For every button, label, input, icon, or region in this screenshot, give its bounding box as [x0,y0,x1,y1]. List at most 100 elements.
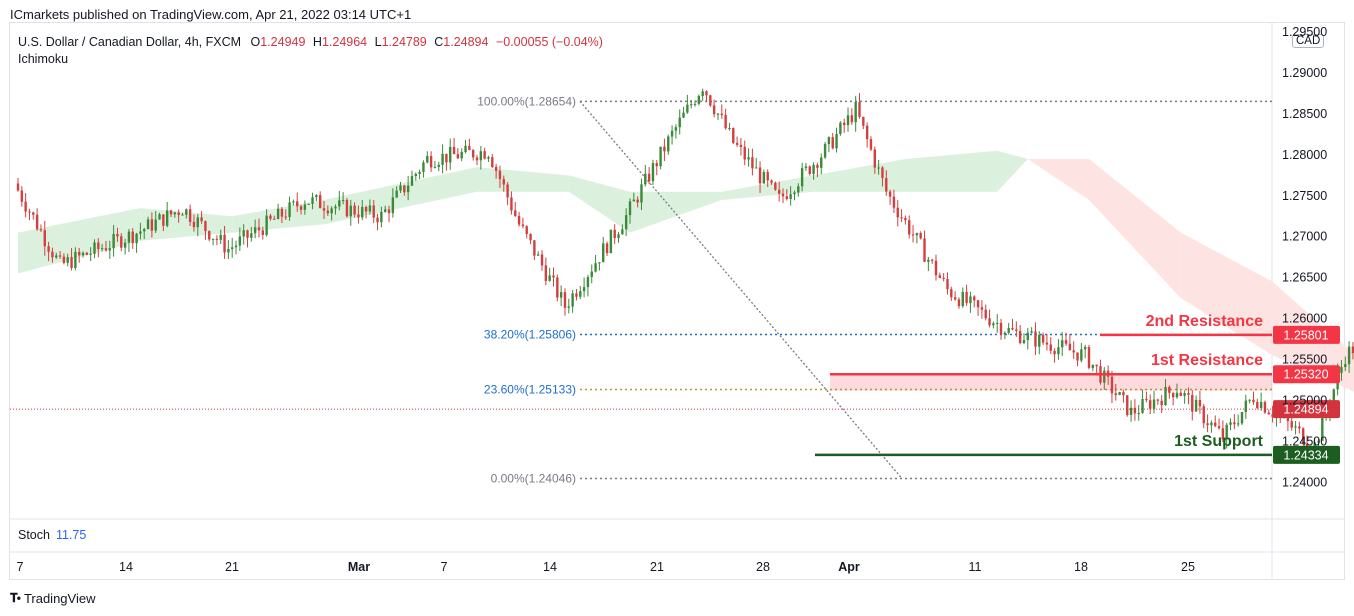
candle-bearish [28,211,31,213]
x-tick-label: 7 [17,560,24,574]
candle-bearish [299,206,303,210]
candle-bearish [938,275,942,278]
candle-bearish [1122,392,1125,396]
candle-bullish [135,233,138,244]
candle-bearish [965,291,968,304]
candle-bearish [498,170,502,180]
price-tag-text: 1.24334 [1283,448,1328,462]
y-tick-label: 1.28500 [1282,107,1327,121]
candle-bullish [276,208,280,220]
candle-bullish [632,199,636,202]
footer-brand[interactable]: 𝐓• TradingView [10,591,95,606]
cloud-bullish [905,150,998,192]
candle-bearish [1133,407,1137,414]
candle-bearish [735,142,739,145]
candle-bullish [804,166,808,169]
candle-bullish [112,234,115,249]
candle-bullish [969,296,972,304]
y-tick-label: 1.29500 [1282,25,1327,39]
candle-bearish [816,164,819,168]
candle-bullish [380,211,383,223]
candle-bearish [273,218,276,220]
candle-bearish [1302,428,1305,444]
candle-bullish [697,96,701,104]
candle-bearish [1198,399,1202,407]
y-tick-label: 1.24500 [1282,434,1327,448]
candle-bullish [927,259,930,262]
candle-bearish [1233,422,1236,425]
candle-bearish [655,163,658,167]
y-tick-label: 1.27500 [1282,189,1327,203]
price-tag-bg [1273,325,1340,344]
candle-bearish [1126,395,1129,416]
last-price-tag [1273,400,1340,419]
candle-bullish [571,293,574,307]
candle-bullish [1091,364,1095,368]
candle-bullish [288,202,291,217]
candle-bullish [1118,392,1121,395]
x-tick-label: 7 [441,560,448,574]
candle-bullish [1038,334,1041,347]
candle-bullish [789,194,792,199]
fib-level-label: 100.00%(1.28654) [477,94,576,108]
candle-bearish [1298,426,1301,429]
candle-bearish [51,251,54,258]
price-tag-text: 1.25801 [1283,328,1328,342]
candle-bullish [341,200,345,202]
price-tag-text: 1.25320 [1283,368,1328,382]
ichimoku-legend[interactable]: Ichimoku [18,52,69,66]
stoch-legend[interactable]: Stoch 11.75 [18,528,86,542]
candle-bearish [808,166,811,174]
candle-bearish [376,217,379,223]
candle-bearish [1187,393,1190,395]
candle-bullish [1244,400,1248,412]
candle-bearish [35,214,39,230]
price-tag-bg [1273,445,1340,464]
resistance-zone [830,374,1272,391]
candle-bearish [946,278,949,290]
candle-bearish [923,238,926,262]
candle-bearish [468,145,471,151]
candle-bearish [296,201,299,207]
candle-bearish [1049,344,1052,351]
resistance-label: 1st Resistance [1151,352,1263,369]
candle-bearish [120,236,123,248]
candle-bullish [253,227,257,234]
candle-bearish [364,206,368,212]
symbol-legend[interactable]: U.S. Dollar / Canadian Dollar, 4h, FXCM … [18,35,603,49]
candle-bullish [567,306,570,308]
candle-bearish [223,234,226,253]
candle-bullish [755,167,758,169]
candle-bullish [797,186,800,193]
candle-bullish [590,271,593,278]
candle-bearish [58,255,62,257]
low-value: 1.24789 [381,35,427,49]
candle-bullish [690,104,693,106]
x-tick-label: 18 [1074,560,1088,574]
candle-bullish [173,212,177,215]
candle-bearish [1206,423,1209,426]
candle-bullish [426,156,429,163]
candle-bearish [1214,422,1217,427]
currency-badge[interactable]: CAD [1292,34,1325,48]
candle-bearish [930,259,934,261]
candle-bullish [460,152,463,159]
candle-bullish [231,247,234,250]
candle-bullish [1225,424,1228,440]
candle-bearish [544,265,548,281]
cloud-bearish [1027,158,1089,200]
candle-bullish [992,323,995,326]
candle-bullish [219,234,222,240]
candle-bearish [1015,329,1018,331]
candle-bullish [196,217,199,228]
candle-bearish [712,105,716,115]
candle-bullish [686,104,689,113]
candle-bearish [556,277,559,298]
candle-bearish [521,224,525,227]
candle-bullish [211,238,215,240]
candle-bullish [334,206,337,209]
candle-bullish [1061,340,1064,348]
candle-bullish [582,287,586,292]
candle-bearish [1034,331,1037,347]
